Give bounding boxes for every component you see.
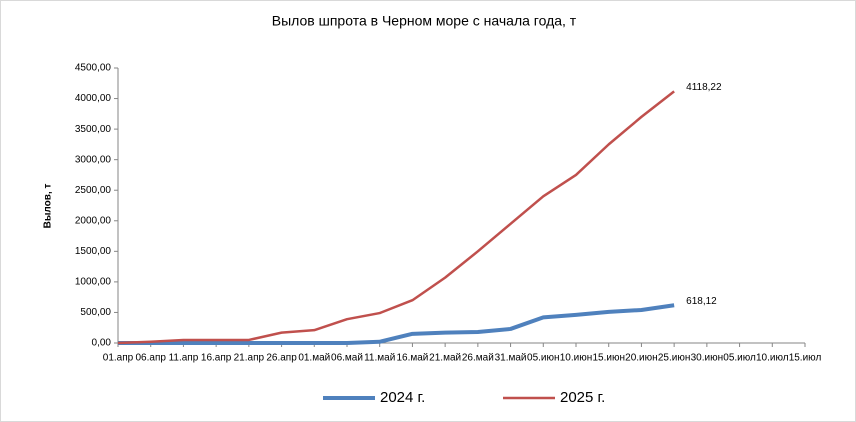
series-line	[118, 303, 675, 345]
y-tick-label: 4000,00	[75, 93, 112, 104]
x-tick-label: 11.май	[364, 353, 395, 364]
y-tick-label: 4500,00	[75, 63, 112, 74]
x-tick-label: 06.апр	[135, 353, 166, 364]
x-tick-label: 20.июн	[625, 353, 658, 364]
x-tick-label: 25.июн	[658, 353, 691, 364]
y-tick-label: 3500,00	[75, 124, 112, 135]
series-line	[117, 90, 675, 345]
x-tick-label: 30.июн	[691, 353, 724, 364]
x-tick-label: 21.апр	[234, 353, 265, 364]
x-tick-label: 26.апр	[266, 353, 297, 364]
x-tick-label: 31.май	[495, 353, 527, 364]
legend-label: 2024 г.	[380, 389, 425, 406]
x-tick-label: 01.май	[298, 353, 330, 364]
y-tick-label: 2500,00	[75, 185, 112, 196]
x-tick-label: 15.июл	[789, 353, 822, 364]
y-tick-label: 2000,00	[75, 215, 112, 226]
x-tick-label: 05.июн	[527, 353, 560, 364]
y-tick-label: 1000,00	[75, 277, 112, 288]
x-tick-label: 15.июн	[592, 353, 625, 364]
x-tick-label: 16.апр	[201, 353, 232, 364]
y-tick-label: 500,00	[80, 307, 111, 318]
x-tick-label: 21.май	[429, 353, 461, 364]
y-tick-label: 1500,00	[75, 246, 112, 257]
y-tick-label: 3000,00	[75, 154, 112, 165]
legend-label: 2025 г.	[560, 389, 605, 406]
x-tick-label: 10.июн	[560, 353, 593, 364]
x-tick-label: 10.июл	[756, 353, 789, 364]
x-tick-label: 11.апр	[169, 353, 199, 364]
data-label: 618,12	[686, 296, 717, 307]
y-tick-label: 0,00	[92, 338, 112, 349]
x-tick-label: 05.июл	[723, 353, 756, 364]
chart-title: Вылов шпрота в Черном море с начала года…	[272, 13, 577, 29]
y-axis-label: Вылов, т	[43, 184, 54, 229]
x-tick-label: 16.май	[396, 353, 428, 364]
x-tick-label: 01.апр	[103, 353, 134, 364]
data-label: 4118,22	[686, 82, 722, 93]
x-tick-label: 06.май	[331, 353, 363, 364]
x-tick-label: 26.май	[462, 353, 494, 364]
